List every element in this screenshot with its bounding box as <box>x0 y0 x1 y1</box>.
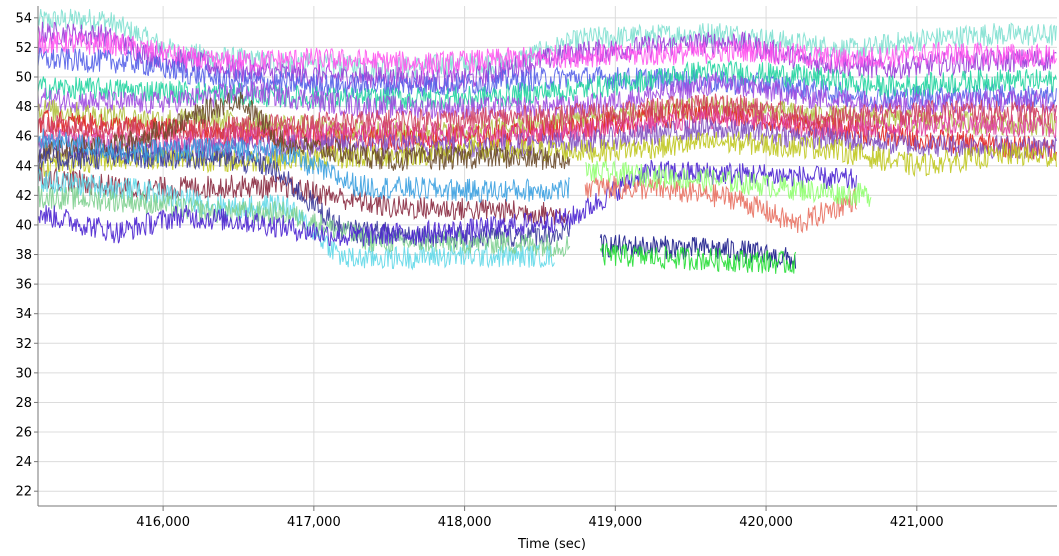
series-line-12 <box>37 93 1057 143</box>
y-tick-label: 28 <box>15 396 32 411</box>
series-line-3 <box>37 31 1057 75</box>
y-tick-label: 42 <box>15 189 32 204</box>
y-tick-label: 38 <box>15 248 32 263</box>
x-tick-label: 417,000 <box>287 515 341 530</box>
series-line-11 <box>37 131 1057 179</box>
y-tick-label: 46 <box>15 130 32 145</box>
y-tick-label: 22 <box>15 485 32 500</box>
y-tick-label: 36 <box>15 278 32 293</box>
x-tick-label: 419,000 <box>588 515 642 530</box>
series-line-2 <box>37 21 1057 92</box>
y-tick-label: 52 <box>15 41 32 56</box>
series-line-22 <box>584 175 857 234</box>
series-line-13 <box>37 91 571 171</box>
x-tick-label: 418,000 <box>438 515 492 530</box>
y-tick-labels: 22 24 26 28 30 32 34 36 38 40 42 44 46 48 50 52 54 <box>15 11 32 499</box>
y-tick-label: 24 <box>15 455 32 470</box>
y-tick-label: 48 <box>15 100 32 115</box>
x-tick-label: 416,000 <box>136 515 190 530</box>
series-line-21 <box>599 243 797 274</box>
y-tick-label: 30 <box>15 366 32 381</box>
series-line-19 <box>37 159 857 247</box>
y-tick-label: 40 <box>15 218 32 233</box>
series-line-23 <box>585 160 872 207</box>
series-line-18 <box>37 186 571 258</box>
series-line-15 <box>37 143 571 249</box>
y-tick-label: 50 <box>15 71 32 86</box>
y-tick-label: 54 <box>15 11 32 26</box>
x-tick-label: 420,000 <box>739 515 793 530</box>
y-tick-label: 26 <box>15 426 32 441</box>
y-tick-label: 34 <box>15 307 32 322</box>
series-lines <box>37 8 1057 274</box>
x-tick-labels: 416,000 417,000 418,000 419,000 420,000 421,0… <box>136 515 943 530</box>
x-tick-label: 421,000 <box>890 515 944 530</box>
axes <box>34 6 1057 511</box>
y-tick-label: 44 <box>15 159 32 174</box>
x-axis-title: Time (sec) <box>517 537 586 552</box>
series-line-9 <box>37 105 1057 154</box>
y-tick-label: 32 <box>15 337 32 352</box>
series-line-6 <box>37 71 1057 120</box>
plot-background <box>38 6 1057 506</box>
series-line-16 <box>37 128 571 204</box>
